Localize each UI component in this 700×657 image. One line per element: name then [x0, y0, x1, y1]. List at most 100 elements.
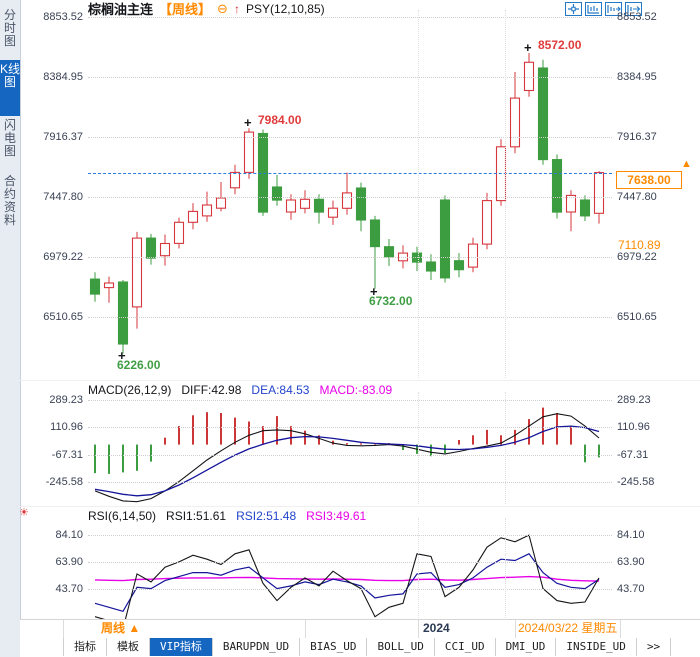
last-price-badge: 7638.00 — [616, 171, 682, 189]
gridline-vertical — [505, 392, 506, 504]
gridline-vertical — [418, 10, 419, 378]
rsi2-value: RSI2:51.48 — [236, 509, 297, 523]
gridline — [88, 137, 612, 138]
axis-label-right: 8853.52 — [617, 11, 657, 23]
tab-4[interactable]: BARUPDN_UD — [213, 638, 301, 656]
gridline — [88, 400, 612, 401]
tab-1[interactable]: 指标 — [63, 638, 107, 656]
axis-label-left: 8384.95 — [43, 71, 83, 83]
axis-label-left: -245.58 — [45, 476, 83, 488]
gridline — [88, 427, 612, 428]
axis-label-left: 84.10 — [55, 529, 83, 541]
extreme-tick: + — [524, 40, 532, 56]
axis-label-right: 8384.95 — [617, 71, 657, 83]
gridline — [88, 17, 612, 18]
rsi3-value: RSI3:49.61 — [306, 509, 367, 523]
sidebar-item-2[interactable]: K线图 — [0, 60, 20, 116]
price-annotation: 7984.00 — [258, 113, 302, 128]
price-annotation: 6732.00 — [369, 293, 413, 308]
tab-9[interactable]: INSIDE_UD — [556, 638, 637, 656]
macd-hist-value: MACD:-83.09 — [319, 383, 393, 397]
axis-label-right: -245.58 — [617, 476, 655, 488]
sidebar-item-4[interactable]: 合约资料 — [3, 174, 16, 227]
tab-3[interactable]: VIP指标 — [150, 638, 213, 656]
collapse-indicator-icon[interactable]: ⊖ — [217, 1, 228, 16]
axis-label-left: 6979.22 — [43, 251, 83, 263]
pane-grid-icon[interactable] — [585, 2, 602, 16]
extreme-tick: + — [244, 115, 252, 131]
pane-export-icon[interactable] — [625, 2, 642, 16]
gridline — [88, 589, 612, 590]
axis-label-right: 6979.22 — [617, 251, 657, 263]
sidebar-item-1[interactable]: 分时图 — [3, 8, 16, 48]
indicator-settings-icon[interactable]: ☀ — [19, 507, 29, 519]
panel-divider — [20, 506, 700, 507]
axis-current-date: 2024/03/22 星期五 — [515, 620, 621, 638]
rsi-chart[interactable] — [88, 518, 612, 630]
panel-divider — [20, 380, 700, 381]
axis-label-right: 84.10 — [617, 529, 645, 541]
axis-label-right: 6510.65 — [617, 311, 657, 323]
period-label: 周线 — [101, 621, 126, 635]
gridline-vertical — [505, 518, 506, 618]
gridline — [88, 257, 612, 258]
gridline — [88, 562, 612, 563]
gridline-vertical — [505, 10, 506, 378]
macd-diff-value: DIFF:42.98 — [181, 383, 242, 397]
tab-5[interactable]: BIAS_UD — [300, 638, 368, 656]
gridline-vertical — [418, 392, 419, 504]
rsi1-value: RSI1:51.61 — [166, 509, 227, 523]
axis-label-left: 289.23 — [49, 394, 83, 406]
axis-label-left: 43.70 — [55, 583, 83, 595]
macd-header: MACD(26,12,9) DIFF:42.98 DEA:84.53 MACD:… — [88, 383, 392, 397]
sidebar-item-3[interactable]: 闪电图 — [3, 118, 16, 158]
axis-label-right: 63.90 — [617, 556, 645, 568]
candlestick-chart[interactable] — [88, 10, 612, 380]
indicator-tab-bar: 指标 模板 VIP指标 BARUPDN_UD BIAS_UD BOLL_UD CCI_UD D… — [20, 638, 700, 657]
extreme-tick: + — [370, 283, 378, 299]
macd-dea-value: DEA:84.53 — [251, 383, 310, 397]
last-price-line — [88, 173, 612, 174]
chart-type-sidebar: 分时图 K线图闪电图合约资料 — [0, 0, 21, 657]
extreme-tick: + — [118, 348, 126, 364]
macd-chart[interactable] — [88, 392, 612, 504]
rsi-name-label: RSI(6,14,50) — [88, 509, 157, 523]
price-arrow-marker: ▲ — [681, 158, 692, 170]
price-annotation: 6226.00 — [117, 358, 161, 373]
axis-year-label: 2024 — [418, 620, 519, 638]
axis-label-left: 7447.80 — [43, 191, 83, 203]
gridline — [88, 197, 612, 198]
rsi-header: RSI(6,14,50) RSI1:51.61 RSI2:51.48 RSI3:… — [88, 509, 366, 523]
period-tag: 【周线】 — [159, 2, 212, 17]
tab-spacer — [20, 638, 63, 657]
pane-chart-icon[interactable] — [605, 2, 622, 16]
gridline-vertical — [418, 518, 419, 618]
tab-8[interactable]: DMI_UD — [496, 638, 557, 656]
chart-header: 棕榈油主连 【周线】 ⊖ ↑ PSY(12,10,85) — [88, 1, 325, 18]
tab-6[interactable]: BOLL_UD — [367, 638, 435, 656]
chart-toolbar — [565, 2, 642, 16]
axis-label-left: 7916.37 — [43, 131, 83, 143]
gridline — [88, 455, 612, 456]
axis-label-right: -67.31 — [617, 449, 649, 461]
settlement-price-badge: 7110.89 — [617, 238, 662, 252]
axis-label-left: 110.96 — [50, 421, 83, 433]
time-axis-row: 周线 ▲ 2024 2024/03/22 星期五 — [20, 619, 700, 639]
gridline — [88, 77, 612, 78]
tab-2[interactable]: 模板 — [107, 638, 150, 656]
tab-10[interactable]: >> — [637, 638, 672, 656]
axis-label-right: 43.70 — [617, 583, 645, 595]
overlay-indicator-label: PSY(12,10,85) — [245, 1, 325, 16]
period-selector[interactable]: 周线 ▲ — [63, 620, 306, 638]
axis-label-left: 6510.65 — [43, 311, 83, 323]
axis-label-right: 7447.80 — [617, 191, 657, 203]
axis-label-left: -67.31 — [51, 449, 83, 461]
tab-7[interactable]: CCI_UD — [435, 638, 496, 656]
crosshair-icon[interactable] — [565, 2, 582, 16]
axis-label-right: 110.96 — [617, 421, 650, 433]
gridline — [88, 535, 612, 536]
price-annotation: 8572.00 — [538, 38, 582, 53]
period-arrow-icon: ▲ — [128, 621, 141, 635]
macd-name-label: MACD(26,12,9) — [88, 383, 172, 397]
